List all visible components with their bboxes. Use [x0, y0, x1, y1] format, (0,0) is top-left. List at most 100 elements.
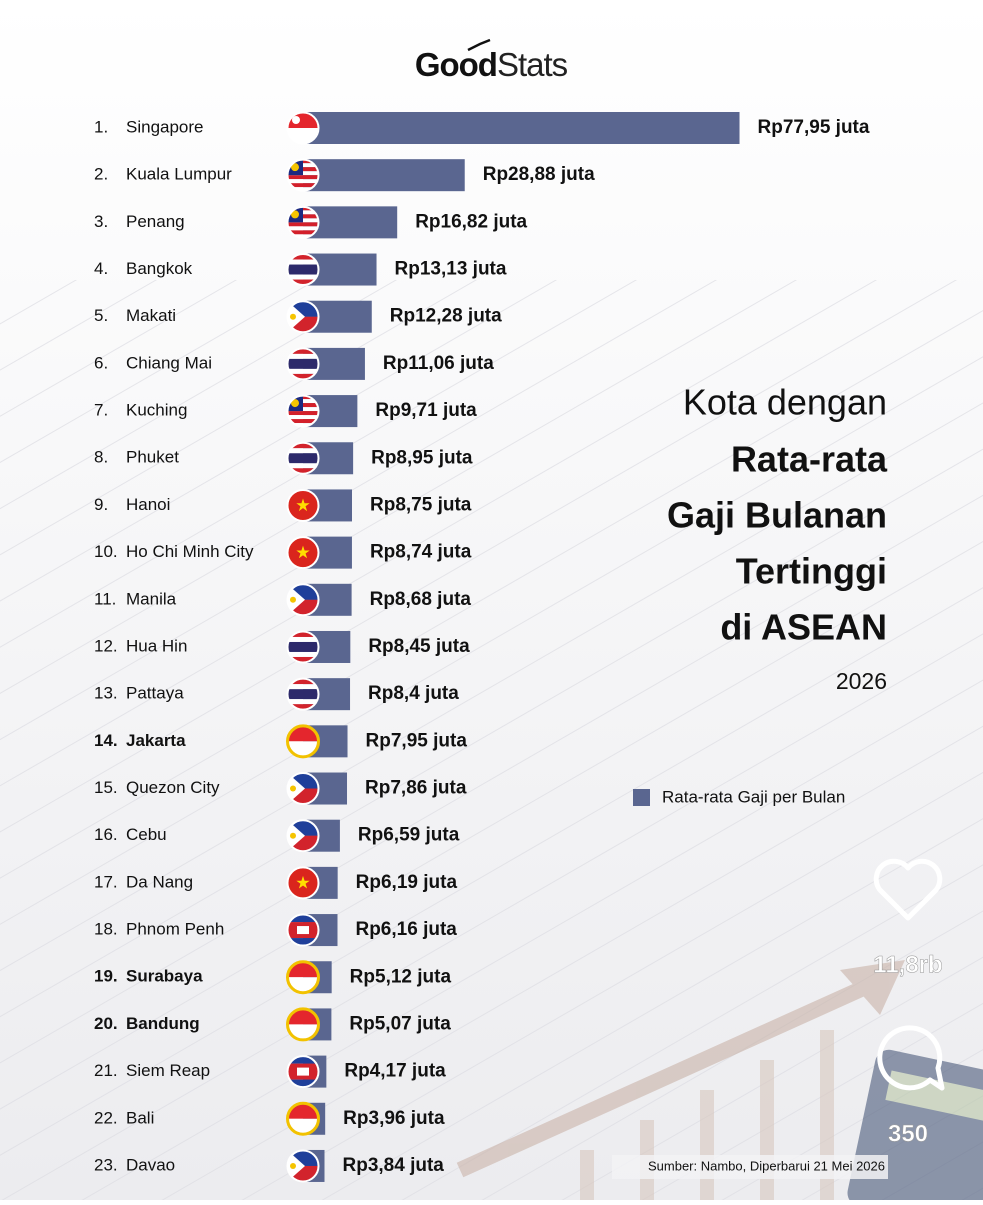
flag — [286, 866, 320, 900]
flag-sun — [290, 785, 296, 792]
flag — [286, 677, 320, 711]
flag-border — [286, 724, 320, 759]
value-label: Rp7,86 juta — [365, 778, 467, 799]
flag-star — [296, 545, 310, 559]
value-label: Rp3,84 juta — [343, 1155, 445, 1176]
rank: 11. — [94, 589, 116, 608]
comment-count: 350 — [888, 1120, 928, 1147]
flag-stripe — [288, 274, 318, 280]
flag-star — [296, 498, 310, 512]
flag-body — [288, 1103, 318, 1134]
flag-stripe — [288, 259, 318, 265]
flag-border — [286, 819, 320, 853]
rank: 20. — [94, 1014, 118, 1033]
flag-stripe — [288, 373, 318, 379]
rank: 8. — [94, 448, 108, 467]
legend-swatch — [633, 789, 650, 806]
rank: 5. — [94, 306, 108, 325]
rank: 4. — [94, 259, 108, 278]
flag-stripe — [288, 651, 318, 657]
value-label: Rp8,74 juta — [370, 542, 472, 563]
like-count: 11,8rb — [873, 951, 942, 978]
flag-body — [288, 773, 318, 804]
value-label: Rp7,95 juta — [366, 730, 468, 751]
flag-stripe — [288, 1103, 318, 1119]
flag-stripe — [288, 689, 318, 700]
flag-body — [288, 631, 318, 662]
flag-moon — [291, 210, 299, 219]
category-label: Makati — [126, 306, 176, 325]
category-label: Hua Hin — [126, 636, 187, 655]
rank: 23. — [94, 1155, 118, 1174]
flag-border — [286, 772, 320, 806]
source: Sumber: Nambo, Diperbarui 21 Mei 2026 — [648, 1158, 885, 1173]
flag-stripe — [288, 656, 318, 662]
flag-moon — [291, 399, 299, 408]
flag-star — [296, 875, 310, 889]
value-label: Rp28,88 juta — [483, 164, 595, 185]
flag-stripe — [288, 468, 318, 474]
category-label: Davao — [126, 1155, 175, 1174]
flag-stripe — [288, 411, 318, 416]
rank: 15. — [94, 778, 118, 797]
category-label: Kuala Lumpur — [126, 165, 232, 184]
flag — [286, 111, 320, 145]
category-label: Bangkok — [126, 259, 193, 278]
source-bg — [612, 1155, 888, 1179]
flag-border — [286, 960, 320, 995]
flag-moon — [291, 163, 299, 172]
flag-stripe — [288, 254, 318, 260]
rank: 16. — [94, 825, 118, 844]
rank: 3. — [94, 212, 108, 231]
logo: GoodStats — [415, 46, 568, 83]
flag-stripe — [288, 226, 318, 231]
flag-border — [286, 677, 320, 711]
flag — [286, 1149, 320, 1183]
legend-label: Rata-rata Gaji per Bulan — [662, 787, 845, 806]
bar — [303, 159, 465, 192]
flag-border — [286, 205, 320, 239]
flag-stripe — [288, 423, 318, 427]
flag-body — [288, 443, 318, 474]
category-label: Phnom Penh — [126, 920, 224, 939]
chart-title: Kota dengan Rata-rata Gaji Bulanan Tertingg… — [667, 382, 888, 648]
logo-part: Good — [415, 46, 497, 83]
flag-stripe — [288, 448, 318, 454]
flag-body — [288, 113, 318, 143]
flag-stripe — [288, 187, 318, 191]
like-icon[interactable] — [873, 858, 943, 921]
flag — [286, 441, 320, 475]
value-label: Rp8,68 juta — [370, 589, 472, 610]
rank: 14. — [94, 731, 118, 750]
category-label: Hanoi — [126, 495, 170, 514]
comment-icon[interactable] — [877, 1025, 945, 1091]
value-label: Rp12,28 juta — [390, 306, 502, 327]
flag-body — [288, 1150, 318, 1181]
rank: 1. — [94, 117, 108, 136]
flag-stripe — [288, 915, 318, 923]
flag-stripe — [288, 463, 318, 469]
rank: 12. — [94, 636, 118, 655]
category-label: Jakarta — [126, 731, 186, 750]
flag-body — [288, 1056, 318, 1087]
flag-border — [286, 866, 320, 900]
value-label: Rp5,07 juta — [349, 1013, 451, 1034]
logo-part: Stats — [497, 46, 568, 83]
category-label: Chiang Mai — [126, 353, 212, 372]
value-label: Rp6,19 juta — [356, 872, 458, 893]
value-label: Rp5,12 juta — [350, 966, 452, 987]
flag-moon — [292, 116, 300, 124]
value-label: Rp13,13 juta — [395, 259, 507, 280]
flag-sun — [290, 832, 296, 839]
flag — [286, 724, 320, 759]
flag-border — [286, 394, 320, 428]
rank: 13. — [94, 684, 118, 703]
rank: 22. — [94, 1108, 118, 1127]
flag — [286, 1101, 320, 1136]
flag-stripe — [288, 1056, 318, 1064]
flag-stripe — [288, 353, 318, 359]
rank: 10. — [94, 542, 118, 561]
flag-stripe — [288, 636, 318, 642]
category-label: Bandung — [126, 1014, 200, 1033]
flag-border — [286, 630, 320, 664]
